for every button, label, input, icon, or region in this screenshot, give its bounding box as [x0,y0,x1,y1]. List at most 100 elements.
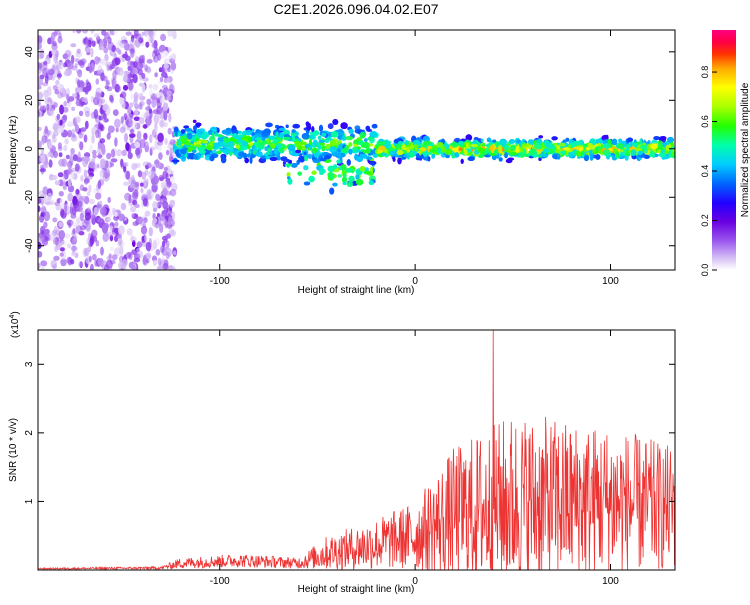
heatmap-cell [151,99,157,108]
heatmap-cell [67,243,71,249]
heatmap-cell [78,196,84,204]
heatmap-cell [346,159,351,166]
heatmap-cell [157,144,162,152]
heatmap-cell [353,143,358,147]
heatmap-cell [445,154,450,159]
heatmap-cell [367,136,375,141]
heatmap-cell [467,156,475,161]
heatmap-cell [637,150,644,155]
heatmap-cell [72,195,78,206]
heatmap-cell [273,148,278,155]
heatmap-cell [162,102,169,111]
heatmap-cell [45,201,52,206]
heatmap-cell [615,151,620,157]
heatmap-cell [161,71,168,78]
y-tick-label: -20 [24,190,35,205]
heatmap-cell [221,129,230,135]
heatmap-cell [522,143,530,147]
heatmap-cell [96,204,102,209]
heatmap-cell [54,180,61,186]
heatmap-cell [123,181,130,186]
heatmap-cell [269,151,273,156]
heatmap-cell [211,131,215,139]
heatmap-cell [169,200,175,208]
heatmap-cell [111,76,117,85]
heatmap-cell [458,147,463,152]
heatmap-cell [278,127,286,131]
heatmap-cell [133,257,141,263]
heatmap-cell [43,60,48,66]
heatmap-cell [38,42,43,50]
heatmap-cell [92,153,97,159]
heatmap-cell [486,137,492,143]
heatmap-cell [303,165,309,171]
heatmap-cell [668,153,673,158]
heatmap-cell [115,47,120,53]
heatmap-cell [120,91,127,99]
heatmap-cell [348,175,355,183]
heatmap-cell [295,140,301,148]
heatmap-cell [108,253,112,260]
heatmap-cell [114,137,118,147]
heatmap-cell [318,139,326,143]
heatmap-cell [336,152,342,159]
heatmap-cell [649,150,654,157]
heatmap-cell [174,131,178,137]
heatmap-cell [162,235,168,241]
heatmap-cell [128,194,132,204]
heatmap-cell [49,200,55,205]
heatmap-cell [87,206,92,212]
heatmap-cell [396,149,404,156]
heatmap-cell [288,144,296,152]
heatmap-cell [492,139,497,143]
heatmap-cell [413,144,419,148]
heatmap-cell [120,263,124,268]
x-tick-label: -100 [210,276,230,287]
heatmap-cell [87,168,94,175]
heatmap-cell [146,189,153,200]
heatmap-cell [71,252,76,257]
heatmap-cell [465,134,473,142]
heatmap-cell [117,233,122,239]
heatmap-cell [62,106,69,113]
heatmap-cell [152,166,156,172]
heatmap-cell [329,146,337,153]
heatmap-cell [510,144,516,152]
heatmap-cell [86,237,91,245]
heatmap-cell [275,131,279,138]
heatmap-cell [427,156,431,162]
heatmap-cell [602,149,611,157]
heatmap-cell [102,171,110,182]
heatmap-cell [429,148,437,153]
heatmap-cell [169,265,176,270]
heatmap-cell [70,147,75,155]
heatmap-cell [125,31,132,36]
heatmap-cell [77,69,83,78]
heatmap-cell [73,233,78,242]
heatmap-cell [551,136,558,141]
heatmap-cell [134,108,139,116]
heatmap-cell [59,247,65,252]
heatmap-cell [50,31,56,41]
heatmap-cell [286,172,291,178]
heatmap-cell [75,116,81,124]
heatmap-cell [355,174,360,180]
heatmap-cell [94,70,102,76]
heatmap-cell [130,34,135,43]
heatmap-cell [135,218,140,226]
heatmap-cell [57,119,64,126]
heatmap-cell [148,227,153,237]
heatmap-cell [111,227,118,236]
heatmap-cell [102,103,109,111]
heatmap-cell [110,148,116,158]
heatmap-cell [116,40,122,47]
heatmap-cell [83,178,89,185]
heatmap-cell [527,139,535,145]
heatmap-cell [62,114,68,121]
heatmap-cell [431,153,436,159]
heatmap-cell [213,144,219,150]
snr-ylabel: SNR (10 * v/v) [8,418,19,482]
heatmap-cell [194,144,203,148]
heatmap-cell [196,129,202,135]
heatmap-cell [572,149,576,156]
